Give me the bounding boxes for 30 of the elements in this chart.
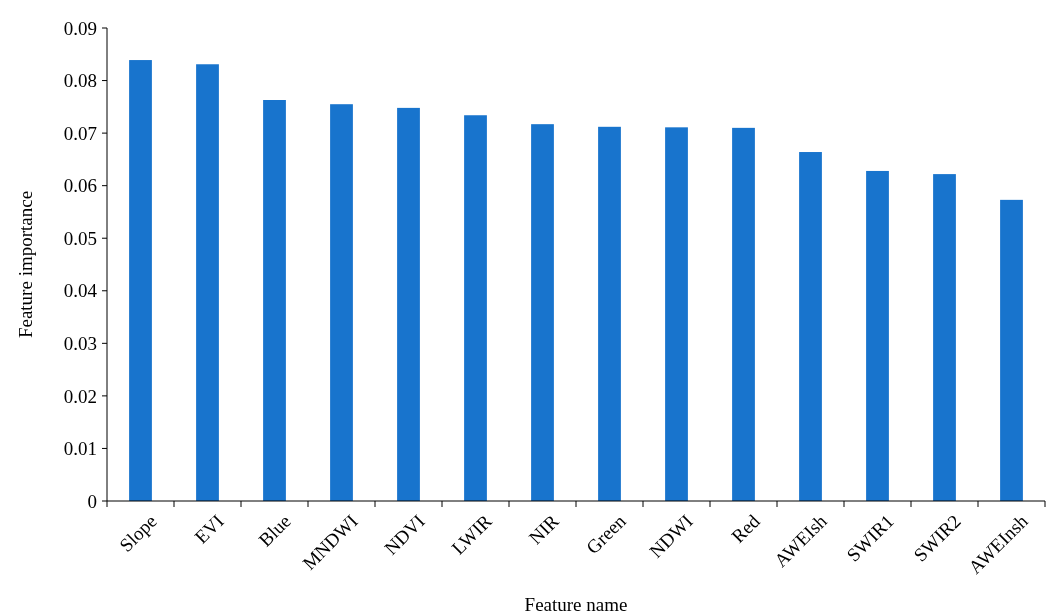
y-tick-label: 0.03 bbox=[63, 332, 97, 354]
y-tick-label: 0.08 bbox=[63, 70, 97, 92]
x-tick-label: Red bbox=[727, 510, 765, 547]
bar bbox=[464, 115, 487, 501]
y-tick-label: 0.04 bbox=[63, 280, 98, 302]
bar bbox=[665, 127, 688, 501]
x-tick-label: EVI bbox=[190, 510, 228, 548]
bar bbox=[732, 127, 755, 501]
bar bbox=[129, 60, 152, 501]
x-tick-label: Blue bbox=[254, 510, 295, 551]
bar bbox=[1000, 199, 1023, 501]
x-axis-title: Feature name bbox=[524, 594, 628, 615]
bar bbox=[799, 152, 822, 501]
y-tick-label: 0.02 bbox=[63, 385, 97, 407]
y-tick-label: 0.07 bbox=[63, 122, 97, 144]
y-axis-title: Feature importance bbox=[15, 190, 36, 339]
x-tick-label: NIR bbox=[524, 510, 563, 549]
bar bbox=[598, 126, 621, 501]
bar bbox=[531, 124, 554, 501]
bar bbox=[196, 64, 219, 501]
y-tick-label: 0.06 bbox=[63, 175, 97, 197]
y-tick-label: 0.01 bbox=[63, 438, 97, 460]
bar bbox=[263, 100, 286, 501]
bar bbox=[933, 174, 956, 501]
y-tick-label: 0.05 bbox=[63, 227, 97, 249]
bar bbox=[866, 170, 889, 501]
y-tick-label: 0.09 bbox=[63, 17, 97, 39]
y-tick-label: 0 bbox=[87, 490, 97, 512]
bar bbox=[397, 107, 420, 501]
bar bbox=[330, 104, 353, 501]
